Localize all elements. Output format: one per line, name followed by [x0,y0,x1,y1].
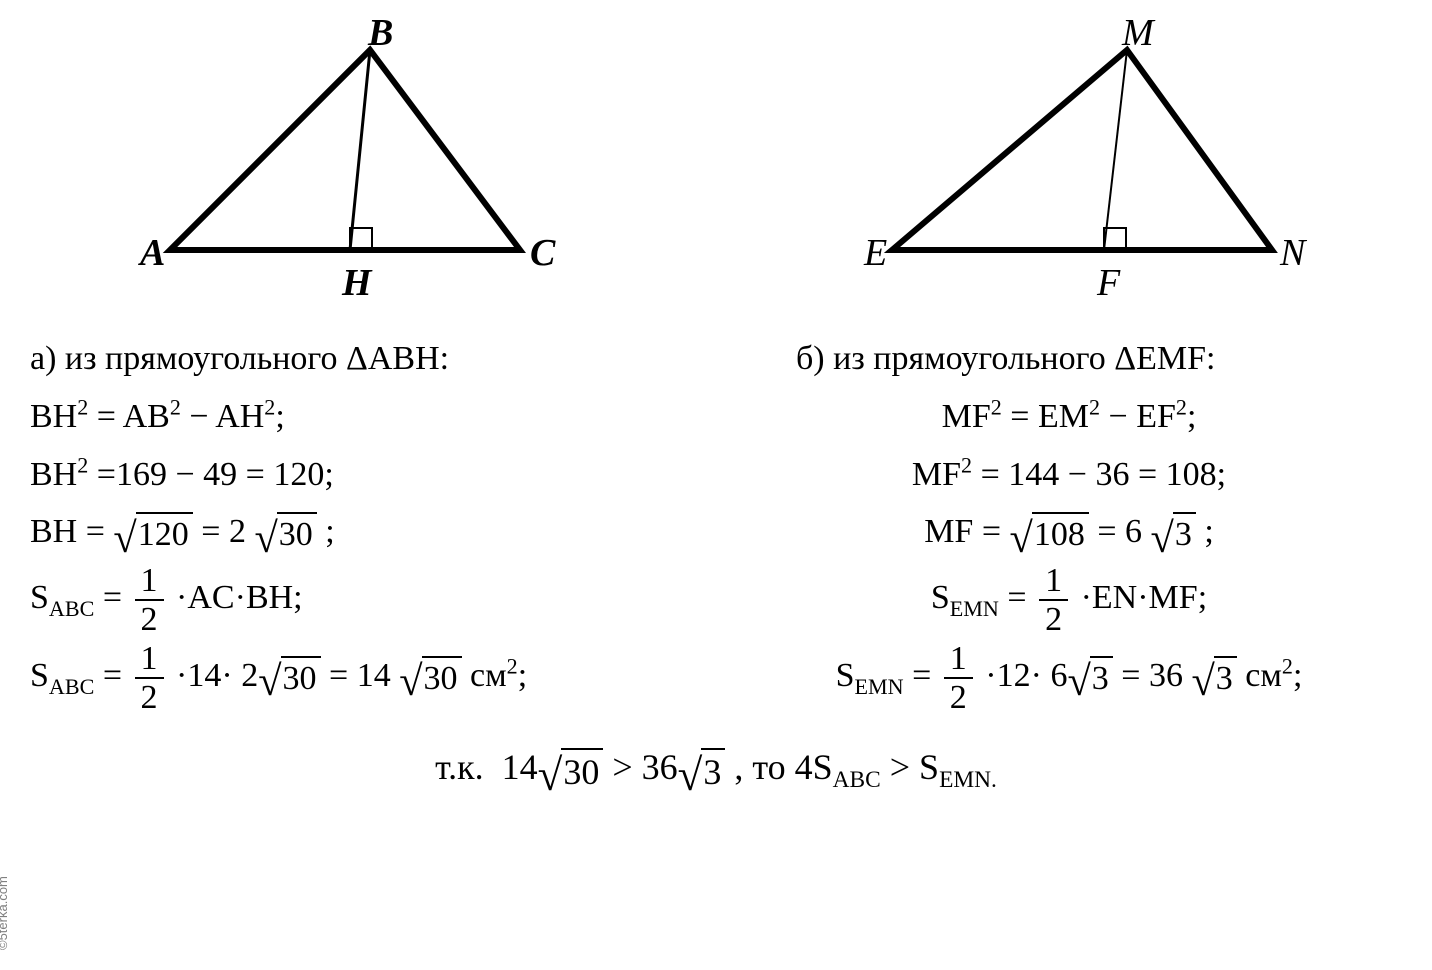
eq-a4: SABC = 12 ·AC·BH; [30,561,696,639]
svg-text:F: F [1096,262,1121,304]
eq-b3: MF = √108 = 6 √3 ; [736,503,1402,561]
triangle-abc-diagram: A B C H [30,20,670,310]
heading-a: а) из прямоугольного ΔABH: [30,330,696,388]
heading-b: б) из прямоугольного ΔEMF: [736,330,1402,388]
conclusion-line: т.к. 14√30 > 36√3 , то 4SABC > SEMN. [30,746,1402,794]
watermark-text: ©5terka.com [0,876,10,950]
svg-text:H: H [341,262,373,304]
eq-a5: SABC = 12 ·14· 2√30 = 14 √30 см2; [30,639,696,717]
solution-column-b: б) из прямоугольного ΔEMF: MF2 = EM2 − E… [736,330,1402,716]
svg-text:M: M [1121,20,1156,54]
eq-a2: BH2 =169 − 49 = 120; [30,446,696,504]
svg-text:B: B [367,20,393,54]
svg-text:A: A [138,232,165,274]
eq-b1: MF2 = EM2 − EF2; [736,388,1402,446]
triangle-emn-diagram: E M N F [762,20,1402,310]
svg-text:N: N [1279,232,1308,274]
solution-column-a: а) из прямоугольного ΔABH: BH2 = AB2 − A… [30,330,696,716]
svg-text:C: C [530,232,556,274]
eq-a1: BH2 = AB2 − AH2; [30,388,696,446]
eq-a3: BH = √120 = 2 √30 ; [30,503,696,561]
svg-text:E: E [863,232,887,274]
eq-b4: SEMN = 12 ·EN·MF; [736,561,1402,639]
eq-b2: MF2 = 144 − 36 = 108; [736,446,1402,504]
eq-b5: SEMN = 12 ·12· 6√3 = 36 √3 см2; [736,639,1402,717]
